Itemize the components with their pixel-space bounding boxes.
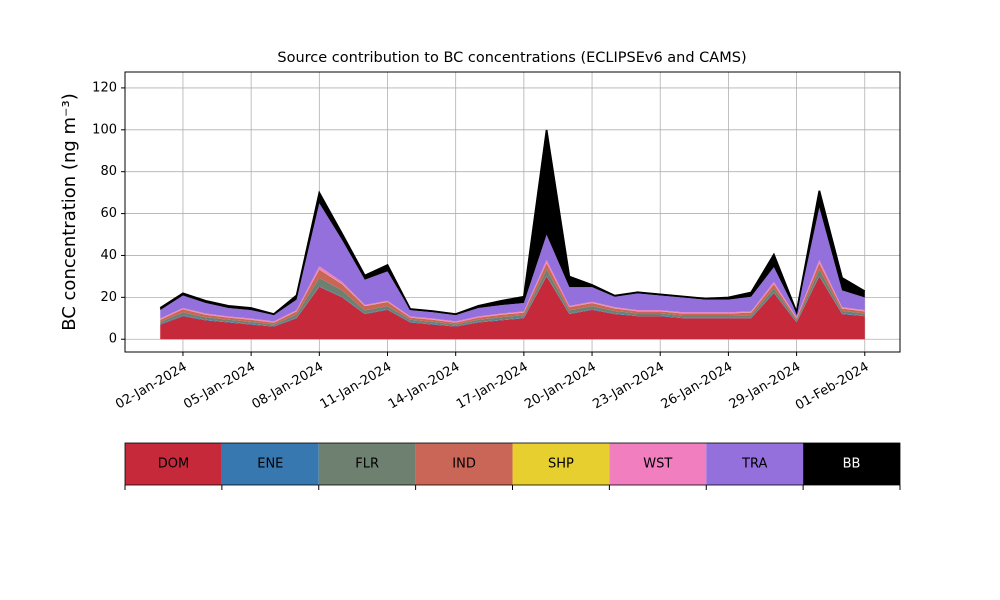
legend-label: FLR — [355, 457, 379, 472]
legend-swatch — [318, 443, 416, 485]
x-tick-label: 14-Jan-2024 — [386, 360, 463, 413]
x-tick-label: 23-Jan-2024 — [590, 360, 667, 413]
legend-label: DOM — [158, 457, 189, 472]
y-tick-label: 0 — [109, 332, 117, 347]
legend-label: TRA — [741, 457, 767, 472]
legend-swatch — [415, 443, 513, 485]
y-tick-label: 60 — [100, 206, 117, 221]
legend-label: BB — [843, 457, 861, 472]
x-tick-label: 08-Jan-2024 — [249, 360, 326, 413]
legend-swatch — [221, 443, 319, 485]
legend-label: WST — [643, 457, 672, 472]
area — [160, 263, 865, 325]
x-tick-label: 29-Jan-2024 — [727, 360, 804, 413]
legend-swatch — [125, 443, 222, 485]
x-tick-label: 17-Jan-2024 — [454, 360, 531, 413]
x-tick-label: 20-Jan-2024 — [522, 360, 599, 413]
x-tick-label: 05-Jan-2024 — [181, 360, 258, 413]
area — [160, 203, 865, 322]
y-tick-label: 80 — [100, 164, 117, 179]
x-tick-label: 01-Feb-2024 — [793, 360, 872, 414]
y-axis-label: BC concentration (ng m⁻³) — [59, 93, 80, 331]
x-tick-label: 11-Jan-2024 — [318, 360, 395, 413]
y-tick-label: 40 — [100, 248, 117, 263]
y-tick-label: 100 — [92, 122, 117, 137]
legend-label: ENE — [257, 457, 283, 472]
legend-frame — [124, 442, 901, 486]
y-tick-label: 120 — [92, 80, 117, 95]
legend-label: SHP — [548, 457, 574, 472]
area — [160, 269, 865, 327]
legend-swatch — [803, 443, 900, 485]
area — [160, 276, 865, 340]
chart-title: Source contribution to BC concentrations… — [277, 50, 746, 66]
legend-swatch — [706, 443, 804, 485]
total-line — [159, 129, 866, 316]
legend-label: IND — [452, 457, 476, 472]
legend-swatch — [609, 443, 707, 485]
x-tick-label: 02-Jan-2024 — [113, 360, 190, 413]
y-tick-label: 20 — [100, 290, 117, 305]
legend-swatch — [512, 443, 610, 485]
x-tick-label: 26-Jan-2024 — [659, 360, 736, 413]
plot-frame — [124, 71, 901, 353]
